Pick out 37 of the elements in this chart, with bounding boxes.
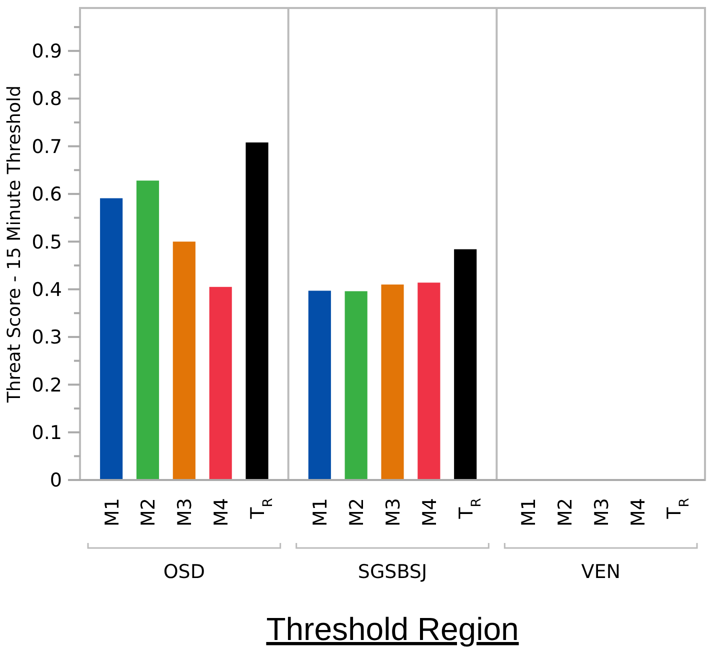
bar	[246, 142, 268, 480]
y-tick-label: 0.3	[32, 326, 62, 349]
y-tick-label: 0.2	[32, 374, 62, 396]
text: M4	[627, 498, 650, 526]
text: M2	[346, 498, 368, 526]
x-tick-label: VEN	[581, 561, 620, 583]
y-tick-label: 0.4	[32, 278, 62, 301]
text: M4	[418, 498, 441, 526]
y-tick-label: 0.8	[32, 88, 62, 110]
text: M1	[518, 498, 540, 526]
bar	[209, 286, 232, 480]
text: M1	[310, 498, 332, 526]
bar	[418, 282, 440, 480]
text: M3	[174, 498, 196, 526]
x-axis-title: Threshold Region	[266, 611, 519, 647]
text: M4	[210, 498, 233, 526]
text: M3	[590, 498, 613, 526]
y-tick-label: 0.9	[32, 40, 62, 63]
y-tick-label: 0.5	[32, 231, 62, 254]
x-tick-label: SGSBSJ	[358, 561, 428, 583]
bar	[100, 198, 123, 480]
text: M2	[554, 498, 576, 526]
bar	[454, 249, 477, 480]
text: M1	[101, 498, 124, 526]
y-tick-label: 0	[50, 470, 62, 492]
y-tick-label: 0.1	[32, 422, 62, 444]
y-tick-label: 0.6	[32, 184, 62, 206]
text: M2	[138, 498, 160, 526]
bar	[381, 284, 404, 480]
bar	[136, 180, 160, 480]
text: M3	[382, 498, 404, 526]
bar	[308, 290, 331, 480]
x-tick-label: OSD	[163, 561, 205, 583]
y-axis-title: Threat Score - 15 Minute Threshold	[4, 85, 25, 404]
bar	[172, 242, 196, 480]
bar	[344, 291, 368, 480]
y-tick-label: 0.7	[32, 136, 62, 158]
